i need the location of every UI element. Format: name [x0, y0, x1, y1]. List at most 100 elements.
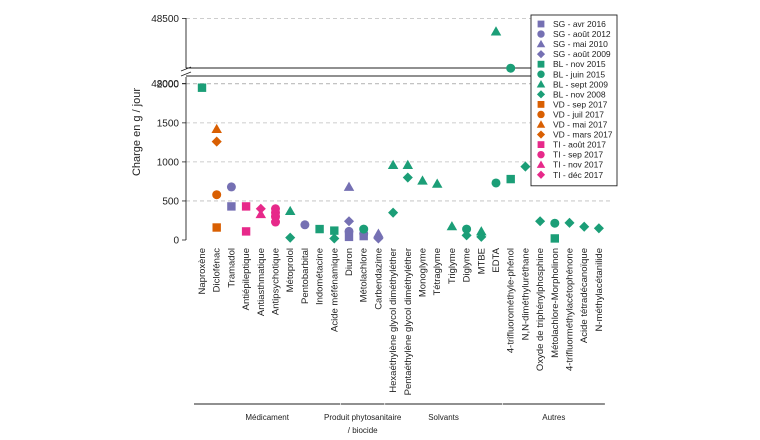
legend-label: TI - sep 2017 — [553, 150, 603, 160]
category-label: Tramadol — [226, 248, 237, 288]
group-label: Solvants — [428, 413, 459, 422]
data-point — [344, 232, 354, 242]
data-point — [211, 136, 222, 147]
category-labels: Naproxène Diclofénac Tramadol Antiépileptiq… — [197, 247, 605, 395]
data-point — [387, 159, 399, 169]
data-point — [535, 216, 546, 227]
data-point — [476, 226, 487, 236]
data-point — [329, 233, 340, 244]
legend-marker — [536, 39, 546, 48]
data-point — [373, 228, 384, 238]
data-point — [564, 217, 575, 228]
category-label: Acide tétradécanoïque — [579, 248, 590, 343]
category-label: Pentaéthylène glycol diméthyléther — [403, 248, 414, 395]
data-point — [241, 202, 251, 211]
category-label: N,N-diméthyluréthane — [520, 248, 531, 340]
category-label: Diglyme — [462, 248, 473, 282]
data-point — [211, 123, 222, 134]
legend-label: SG - mai 2010 — [553, 39, 608, 49]
category-label: Antiépileptique — [241, 248, 252, 310]
legend-label: TI - nov 2017 — [553, 160, 603, 170]
legend-marker — [536, 120, 546, 128]
data-point — [461, 230, 472, 241]
data-point — [462, 224, 472, 234]
legend-marker — [537, 150, 545, 159]
legend-marker — [537, 20, 545, 28]
data-point — [300, 220, 310, 230]
legend-marker — [536, 130, 546, 139]
legend-label: VD - mai 2017 — [553, 120, 608, 130]
data-point — [241, 227, 251, 236]
category-label: Acide méfénamique — [329, 248, 340, 332]
data-point — [315, 224, 324, 234]
legend-label: VD - sep 2017 — [553, 99, 608, 109]
data-point — [212, 223, 221, 232]
data-point — [343, 181, 355, 191]
legend-label: BL - nov 2008 — [553, 89, 606, 99]
data-point — [359, 224, 369, 234]
category-label: Métolachlore — [359, 248, 370, 302]
category-label: Carbendazime — [373, 248, 384, 310]
legend-label: VD - mars 2017 — [553, 130, 613, 140]
category-label: Monoglyme — [418, 248, 429, 297]
legend-marker — [536, 80, 546, 88]
category-label: Métoprolol — [285, 248, 296, 292]
group-label: / biocide — [348, 426, 378, 435]
category-label: Antipsychotique — [271, 248, 282, 315]
category-label: Indométacine — [315, 248, 326, 305]
category-label: Diuron — [344, 248, 355, 276]
data-point — [491, 178, 501, 188]
category-label: 4-trifluorométhyle-phénol — [506, 248, 517, 353]
data-point — [550, 234, 559, 243]
y-tick-label: 48000 — [151, 79, 179, 90]
legend-label: SG - avr 2016 — [553, 19, 606, 29]
legend-label: BL - nov 2015 — [553, 59, 606, 69]
data-point — [490, 26, 502, 36]
data-point — [271, 217, 280, 227]
category-label: Triglyme — [447, 248, 458, 284]
data-point — [227, 202, 236, 211]
axis-break-mark — [180, 71, 192, 77]
legend-marker — [537, 141, 545, 148]
legend-marker — [536, 50, 546, 59]
legend-marker — [536, 160, 546, 168]
category-groups: Médicament Produit phytosanitaire / biocid… — [194, 403, 605, 435]
legend-label: TI - août 2017 — [553, 140, 606, 150]
y-axis-title-group: Charge en g / jour — [131, 88, 143, 176]
data-point — [255, 203, 266, 214]
data-point — [431, 178, 443, 188]
group-label: Médicament — [245, 413, 289, 422]
data-point — [402, 159, 414, 169]
data-point — [388, 207, 399, 218]
data-point — [212, 190, 222, 200]
legend-marker — [537, 70, 545, 78]
category-label: Tétraglyme — [432, 248, 443, 296]
legend-marker — [536, 170, 546, 179]
y-tick-label: 2000 — [157, 79, 180, 90]
data-point — [520, 161, 531, 172]
data-point — [506, 63, 516, 73]
group-label: Produit phytosanitaire — [324, 413, 402, 422]
category-label: 4-trifluorméthylacétophénone — [565, 248, 576, 371]
data-point — [506, 174, 515, 184]
data-points — [197, 26, 604, 244]
data-point — [550, 218, 560, 228]
legend-marker — [537, 110, 545, 119]
legend-marker — [537, 60, 545, 68]
category-label: Pentobarbital — [300, 248, 311, 304]
data-point — [476, 231, 487, 242]
axis-break-mark — [180, 66, 192, 72]
category-label: Naproxène — [197, 248, 208, 294]
category-label: Antiasthmatique — [256, 248, 267, 316]
y-tick-label: 1000 — [157, 157, 180, 168]
legend-marker — [536, 90, 546, 99]
category-label: Métolachlore-Morpholinon — [550, 248, 561, 358]
legend-marker — [537, 101, 545, 108]
legend-label: TI - déc 2017 — [553, 170, 603, 180]
y-tick-label: 0 — [173, 236, 179, 247]
legend-label: VD - juil 2017 — [553, 109, 604, 119]
data-point — [344, 226, 354, 236]
